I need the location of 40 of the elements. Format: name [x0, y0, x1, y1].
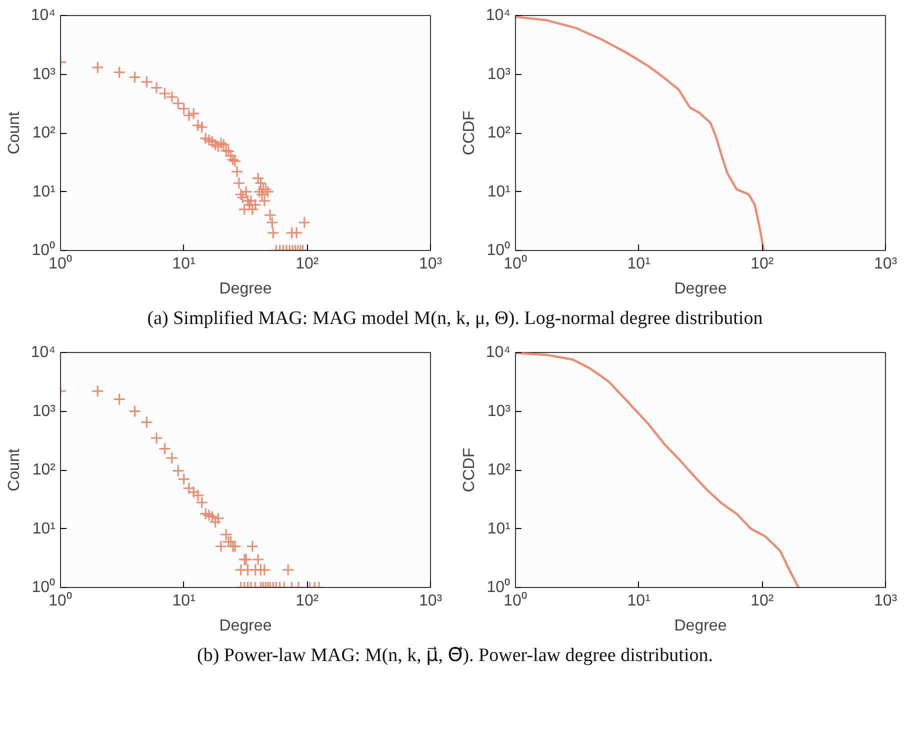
y-tick-label: 10³ [487, 66, 512, 83]
y-tick-label: 10² [487, 124, 512, 142]
y-axis-title: CCDF [460, 448, 478, 492]
x-tick-label: 10² [296, 256, 320, 272]
y-axis-title: CCDF [460, 110, 478, 156]
y-tick-label: 10⁴ [30, 344, 56, 362]
y-tick-label: 10³ [487, 402, 512, 420]
y-axis-title: Count [6, 448, 23, 492]
x-axis-title: Degree [219, 618, 272, 635]
x-tick-label: 10⁰ [504, 592, 528, 610]
x-tick-label: 10¹ [172, 256, 196, 272]
x-tick-label: 10³ [874, 592, 898, 610]
y-tick-label: 10⁴ [30, 7, 56, 24]
y-tick-label: 10³ [32, 402, 56, 420]
x-tick-label: 10¹ [172, 592, 196, 610]
y-tick-label: 10² [32, 462, 56, 479]
x-axis-title: Degree [674, 618, 727, 635]
x-axis-title: Degree [219, 280, 272, 298]
x-axis-title: Degree [674, 280, 727, 298]
y-tick-label: 10² [487, 462, 512, 479]
y-tick-label: 10⁴ [486, 7, 511, 24]
y-tick-label: 10¹ [487, 520, 510, 538]
x-tick-label: 10³ [418, 256, 443, 272]
x-tick-label: 10² [296, 592, 320, 610]
y-tick-label: 10¹ [32, 183, 56, 200]
y-tick-label: 10¹ [32, 520, 56, 538]
y-tick-label: 10⁴ [486, 344, 511, 362]
x-tick-label: 10⁰ [48, 592, 72, 610]
y-tick-label: 10¹ [487, 183, 510, 200]
y-tick-label: 10³ [32, 66, 56, 83]
text: (a) Simplified MAG: MAG model M(n, k, μ, Θ). Log-normal degree distribution [147, 307, 763, 331]
y-tick-label: 10² [32, 124, 56, 142]
x-tick-label: 10³ [418, 592, 443, 610]
x-tick-label: 10³ [874, 256, 898, 272]
x-tick-label: 10¹ [627, 256, 650, 272]
x-tick-label: 10¹ [627, 592, 650, 610]
x-tick-label: 10² [750, 256, 774, 272]
x-tick-label: 10² [750, 592, 774, 610]
y-axis-title: Count [6, 111, 23, 154]
text: (b) Power-law MAG: M(n, k, μ⃗, Θ⃗). Power-law degree distribution. [197, 644, 713, 668]
